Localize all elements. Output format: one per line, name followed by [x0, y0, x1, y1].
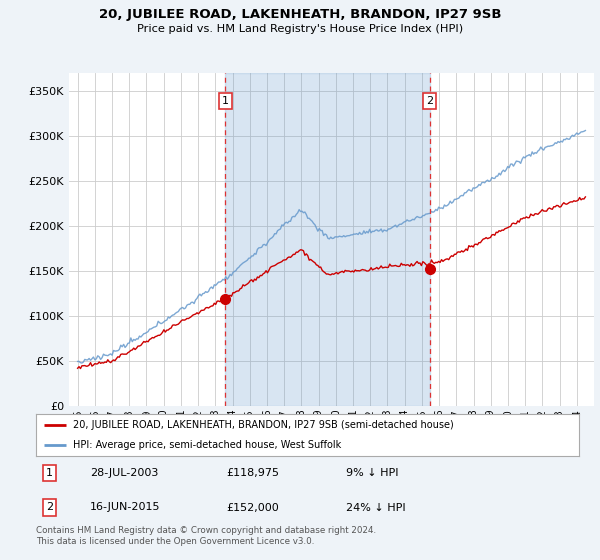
Text: 2: 2 [46, 502, 53, 512]
Text: 16-JUN-2015: 16-JUN-2015 [91, 502, 161, 512]
Bar [225, 73, 430, 406]
Text: 24% ↓ HPI: 24% ↓ HPI [346, 502, 405, 512]
Text: 1: 1 [221, 96, 229, 106]
Text: £118,975: £118,975 [226, 468, 279, 478]
Text: 20, JUBILEE ROAD, LAKENHEATH, BRANDON, IP27 9SB: 20, JUBILEE ROAD, LAKENHEATH, BRANDON, I… [99, 8, 501, 21]
Text: 20, JUBILEE ROAD, LAKENHEATH, BRANDON, IP27 9SB (semi-detached house): 20, JUBILEE ROAD, LAKENHEATH, BRANDON, I… [73, 421, 454, 430]
Text: HPI: Average price, semi-detached house, West Suffolk: HPI: Average price, semi-detached house,… [73, 440, 341, 450]
Text: 2: 2 [426, 96, 433, 106]
Text: Contains HM Land Registry data © Crown copyright and database right 2024.
This d: Contains HM Land Registry data © Crown c… [36, 526, 376, 546]
Text: £152,000: £152,000 [226, 502, 279, 512]
Text: 1: 1 [46, 468, 53, 478]
Text: 9% ↓ HPI: 9% ↓ HPI [346, 468, 398, 478]
Text: 28-JUL-2003: 28-JUL-2003 [91, 468, 158, 478]
Text: Price paid vs. HM Land Registry's House Price Index (HPI): Price paid vs. HM Land Registry's House … [137, 24, 463, 34]
